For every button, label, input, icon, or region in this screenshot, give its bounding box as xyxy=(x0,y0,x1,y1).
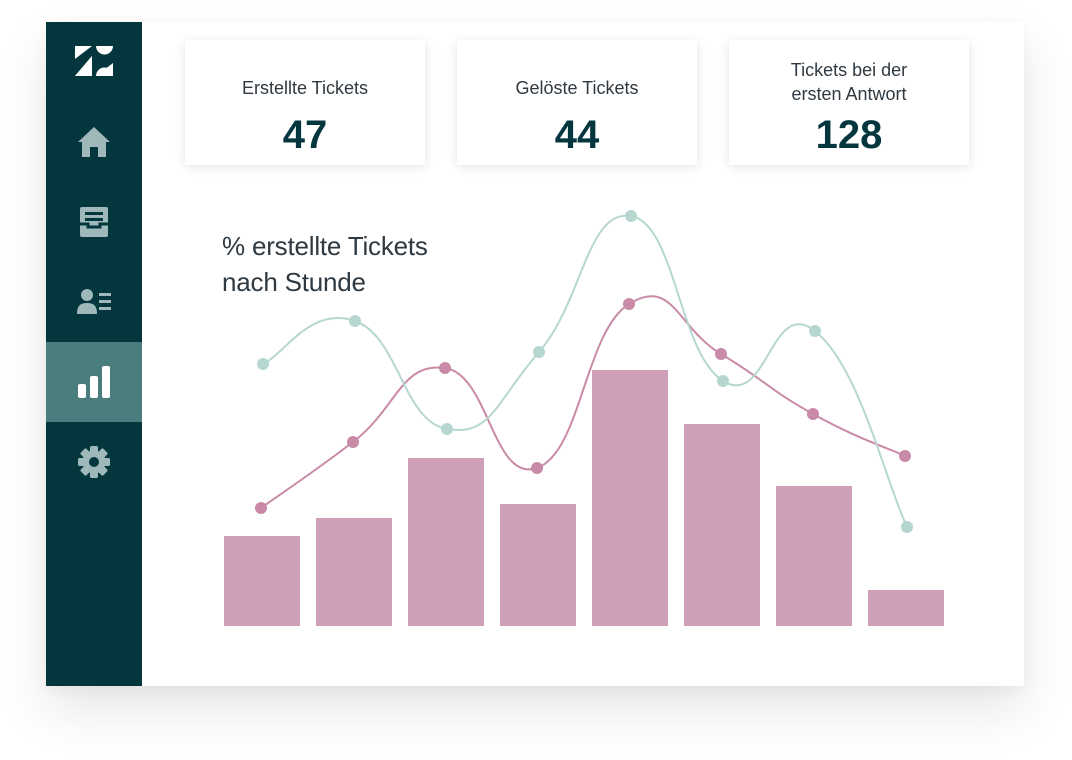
pink-series-point xyxy=(531,462,543,474)
pink-series-point xyxy=(899,450,911,462)
hourly-ticket-chart xyxy=(224,210,944,626)
pink-series-point xyxy=(807,408,819,420)
stat-label-line-1: Tickets bei der xyxy=(790,60,908,80)
bar xyxy=(316,518,392,626)
pink-series-line xyxy=(260,295,906,509)
pink-series-point xyxy=(623,298,635,310)
gear-icon xyxy=(78,446,110,478)
teal-series-point xyxy=(809,325,821,337)
home-icon xyxy=(78,127,110,157)
stat-card-solved: Gelöste Tickets 44 xyxy=(457,40,697,165)
teal-series-point xyxy=(717,375,729,387)
sidebar xyxy=(46,22,142,686)
pink-series-point xyxy=(439,362,451,374)
bar xyxy=(500,504,576,626)
bar xyxy=(776,486,852,626)
sidebar-item-contacts[interactable] xyxy=(46,262,142,342)
bar xyxy=(224,536,300,626)
teal-series-point xyxy=(349,315,361,327)
pink-series-point xyxy=(347,436,359,448)
app-window: Erstellte Tickets 47 Gelöste Tickets 44 … xyxy=(46,22,1024,686)
chart-title-line-1: % erstellte Tickets xyxy=(222,231,428,261)
bar xyxy=(408,458,484,626)
chart-title: % erstellte Tickets nach Stunde xyxy=(222,228,428,300)
stat-value: 44 xyxy=(554,113,600,157)
bar-chart-icon xyxy=(78,366,110,398)
stat-card-first-reply: Tickets bei der ersten Antwort 128 xyxy=(729,40,969,165)
sidebar-item-settings[interactable] xyxy=(46,422,142,502)
teal-series-point xyxy=(441,423,453,435)
chart-title-line-2: nach Stunde xyxy=(222,267,366,297)
stat-label: Gelöste Tickets xyxy=(515,78,639,98)
stat-value: 128 xyxy=(815,113,883,157)
inbox-icon xyxy=(80,207,108,237)
stat-label: Erstellte Tickets xyxy=(241,78,369,98)
bar xyxy=(868,590,944,626)
zendesk-logo-icon[interactable] xyxy=(75,46,113,76)
bar xyxy=(684,424,760,626)
pink-series-point xyxy=(715,348,727,360)
contacts-icon xyxy=(77,289,111,314)
teal-series-point xyxy=(901,521,913,533)
pink-series-point xyxy=(255,502,267,514)
teal-series-point xyxy=(625,210,637,222)
stat-label: Tickets bei der ersten Antwort xyxy=(729,58,969,106)
stat-label-line-2: ersten Antwort xyxy=(791,84,907,104)
sidebar-item-reports[interactable] xyxy=(46,342,142,422)
stat-value: 47 xyxy=(282,113,328,157)
stat-card-created: Erstellte Tickets 47 xyxy=(185,40,425,165)
sidebar-item-tickets[interactable] xyxy=(46,182,142,262)
teal-series-point xyxy=(533,346,545,358)
sidebar-item-home[interactable] xyxy=(46,102,142,182)
bar xyxy=(592,370,668,626)
main-content: Erstellte Tickets 47 Gelöste Tickets 44 … xyxy=(142,22,1024,686)
teal-series-point xyxy=(257,358,269,370)
